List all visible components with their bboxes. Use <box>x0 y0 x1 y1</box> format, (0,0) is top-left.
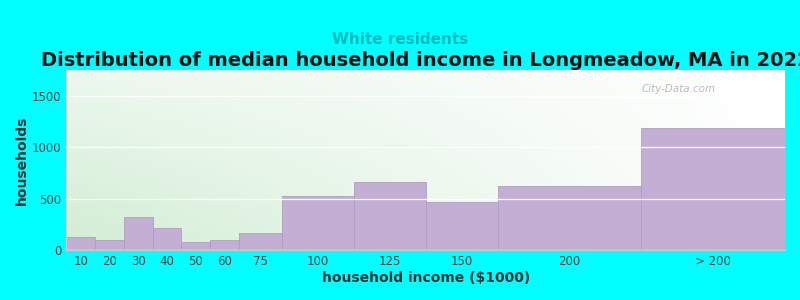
Bar <box>282 196 354 250</box>
Bar <box>124 218 153 250</box>
Title: Distribution of median household income in Longmeadow, MA in 2022: Distribution of median household income … <box>41 51 800 70</box>
Text: White residents: White residents <box>332 32 468 46</box>
Bar <box>642 128 785 250</box>
Bar <box>210 240 238 250</box>
Bar <box>238 233 282 250</box>
Bar <box>426 202 498 250</box>
Bar <box>354 182 426 250</box>
Y-axis label: households: households <box>15 116 29 205</box>
Text: City-Data.com: City-Data.com <box>642 84 715 94</box>
Bar <box>153 228 182 250</box>
Bar <box>66 237 95 250</box>
Bar <box>498 187 642 250</box>
X-axis label: household income ($1000): household income ($1000) <box>322 271 530 285</box>
Bar <box>95 240 124 250</box>
Bar <box>182 242 210 250</box>
